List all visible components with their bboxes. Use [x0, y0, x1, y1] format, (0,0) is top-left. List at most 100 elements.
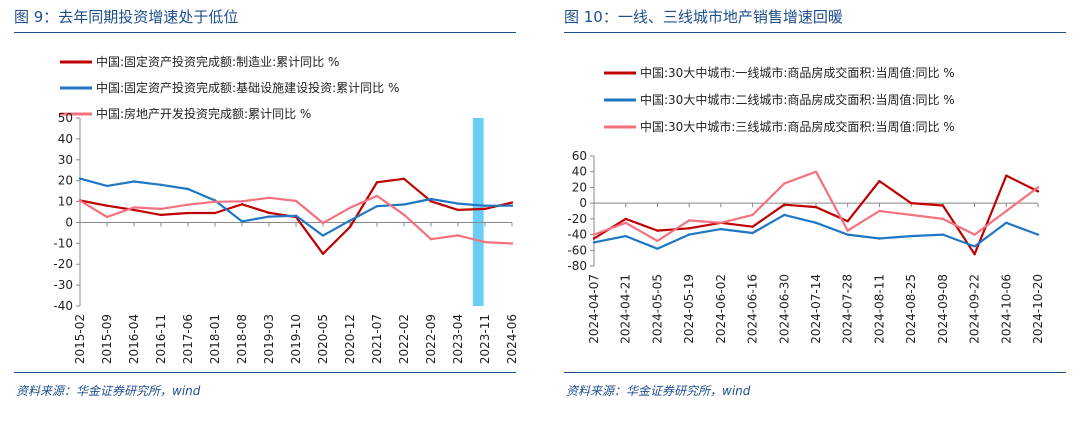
y-tick-label-right--40: -40: [567, 228, 587, 242]
data-point-left-1-10: [321, 252, 325, 255]
x-tick-label-right-6: 2024-06-16: [746, 274, 760, 344]
data-point-left-2-2: [105, 184, 109, 188]
legend-label-right-2: 中国:30大中城市:二线城市:商品房成交面积:当周值:同比 %: [640, 92, 955, 107]
y-tick-label-right-20: 20: [572, 180, 587, 194]
x-tick-label-left-1: 2015-02: [73, 314, 87, 364]
data-point-right-3-7: [783, 182, 786, 185]
series-line-right-1: [593, 174, 1039, 256]
data-point-left-2-11: [348, 219, 352, 222]
legend-label-right-1: 中国:30大中城市:一线城市:商品房成交面积:当周值:同比 %: [640, 65, 955, 80]
data-point-left-2-12: [375, 204, 379, 208]
data-point-right-3-3: [656, 239, 659, 243]
y-tick-label-left-50: 50: [58, 111, 73, 125]
data-point-right-2-6: [751, 231, 754, 235]
data-point-right-2-12: [941, 233, 945, 236]
data-point-right-1-2: [624, 217, 627, 221]
data-point-right-2-11: [909, 234, 913, 238]
x-tick-label-left-13: 2022-02: [397, 314, 411, 364]
series-line-left-3: [79, 194, 513, 245]
x-tick-label-left-14: 2022-09: [424, 314, 438, 364]
line-chart-right: 中国:30大中城市:一线城市:商品房成交面积:当周值:同比 % 中国:30大中城市…: [567, 65, 1045, 344]
highlight-band-left: [472, 118, 484, 306]
x-tick-label-left-12: 2021-07: [370, 314, 384, 364]
y-tick-label-right-0: 0: [579, 196, 587, 210]
y-tick-label-left--40: -40: [53, 299, 73, 313]
data-point-left-3-12: [375, 194, 379, 198]
data-point-left-2-4: [159, 183, 163, 187]
y-tick-label-right-60: 60: [572, 149, 587, 163]
x-tick-label-right-15: 2024-10-20: [1031, 274, 1045, 344]
data-point-right-3-6: [751, 213, 754, 217]
x-tick-label-right-5: 2024-06-02: [714, 274, 728, 344]
data-point-right-2-7: [783, 213, 786, 217]
data-point-right-1-14: [1005, 174, 1008, 177]
x-tick-label-left-16: 2023-11: [478, 314, 492, 364]
data-point-left-2-3: [132, 180, 136, 183]
x-tick-label-right-10: 2024-08-11: [872, 274, 886, 344]
data-point-right-2-10: [878, 237, 881, 240]
x-tick-label-right-11: 2024-08-25: [904, 274, 918, 344]
data-point-left-3-15: [456, 234, 460, 237]
data-point-left-3-4: [159, 207, 163, 211]
chart-title-left: 图 9：去年同期投资增速处于低位: [14, 8, 239, 26]
title-rule-left: [14, 32, 516, 33]
x-tick-label-left-6: 2018-01: [208, 314, 222, 364]
data-point-left-1-17: [510, 201, 514, 204]
data-point-right-2-1: [592, 241, 596, 244]
data-point-left-3-2: [105, 215, 109, 219]
source-rule-left: [14, 372, 516, 373]
data-point-right-1-4: [687, 227, 691, 230]
data-point-left-2-9: [294, 214, 298, 217]
data-point-right-3-13: [973, 233, 976, 236]
data-point-left-2-10: [321, 234, 325, 237]
title-rule-right: [564, 32, 1066, 33]
data-point-left-1-11: [348, 225, 352, 229]
data-point-left-2-14: [429, 197, 433, 201]
x-tick-label-right-4: 2024-05-19: [682, 274, 696, 344]
data-point-left-2-1: [78, 177, 82, 180]
data-point-left-2-7: [240, 220, 244, 223]
data-point-left-2-5: [186, 187, 190, 191]
data-point-right-3-14: [1005, 209, 1008, 213]
x-tick-label-right-9: 2024-07-28: [841, 274, 855, 344]
data-point-left-3-9: [294, 199, 298, 203]
data-point-right-1-6: [751, 225, 754, 228]
x-tick-label-left-15: 2023-04: [451, 314, 465, 364]
data-point-left-1-3: [132, 208, 136, 212]
legend-label-left-1: 中国:固定资产投资完成额:制造业:累计同比 %: [96, 54, 339, 69]
data-point-left-1-4: [159, 213, 163, 217]
line-chart-left: 中国:固定资产投资完成额:制造业:累计同比 % 中国:固定资产投资完成额:基础设施…: [53, 54, 519, 364]
data-point-left-1-7: [240, 203, 244, 206]
data-point-right-1-8: [814, 205, 818, 209]
data-point-right-3-10: [878, 209, 881, 213]
data-point-left-2-16: [483, 204, 487, 207]
data-point-left-1-16: [483, 207, 487, 211]
x-tick-label-left-17: 2024-06: [505, 314, 519, 364]
source-rule-right: [564, 372, 1066, 373]
data-point-left-2-13: [402, 203, 406, 206]
data-point-left-3-11: [348, 206, 352, 210]
data-point-right-2-13: [973, 245, 976, 248]
y-tick-label-right-40: 40: [572, 165, 587, 179]
data-point-left-1-12: [375, 181, 379, 184]
x-tick-label-right-12: 2024-09-08: [936, 274, 950, 344]
legend-label-left-3: 中国:房地产开发投资完成额:累计同比 %: [96, 106, 311, 121]
data-point-left-1-8: [267, 211, 271, 215]
data-point-left-3-10: [321, 221, 325, 225]
data-point-right-1-9: [846, 220, 849, 223]
data-point-right-1-10: [878, 179, 881, 183]
data-point-left-1-6: [213, 211, 217, 215]
data-point-right-2-14: [1005, 221, 1008, 224]
data-point-right-1-11: [909, 201, 913, 205]
legend-label-right-3: 中国:30大中城市:三线城市:商品房成交面积:当周值:同比 %: [640, 119, 955, 134]
y-tick-label-left-10: 10: [58, 195, 73, 209]
y-tick-label-right--20: -20: [567, 212, 587, 226]
data-point-right-3-4: [687, 219, 691, 222]
y-tick-label-left-20: 20: [58, 174, 73, 188]
data-point-right-2-3: [656, 247, 659, 250]
y-tick-label-left-0: 0: [65, 215, 73, 229]
x-tick-label-left-3: 2016-04: [127, 314, 141, 364]
x-tick-label-left-11: 2020-12: [343, 314, 357, 364]
data-point-right-3-11: [909, 213, 913, 217]
x-tick-label-right-14: 2024-10-06: [999, 274, 1013, 344]
